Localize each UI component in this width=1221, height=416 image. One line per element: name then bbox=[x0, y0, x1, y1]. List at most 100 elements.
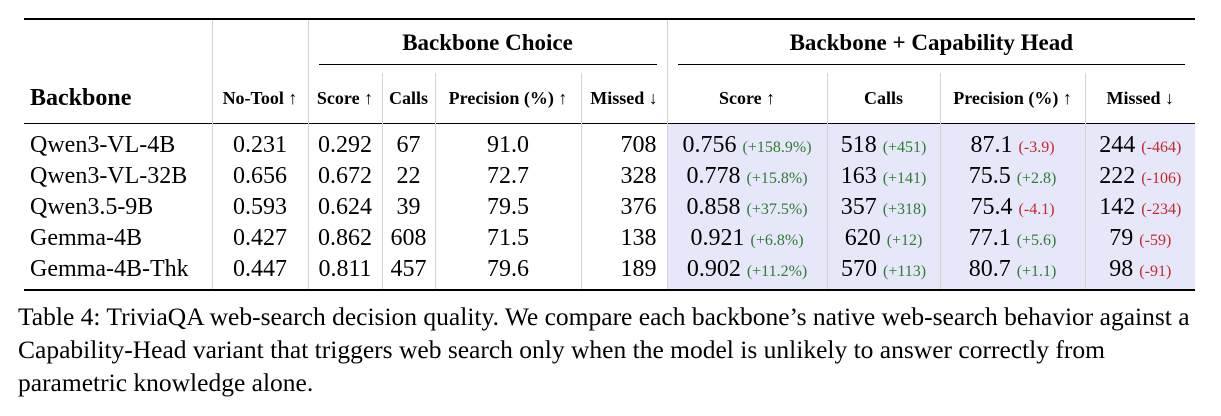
row-cap-calls-delta: (+318) bbox=[882, 201, 927, 218]
row-cap-score-delta: (+158.9%) bbox=[742, 139, 812, 156]
col-header-score: Score ↑ bbox=[307, 73, 382, 124]
col-header-cap-score: Score ↑ bbox=[666, 73, 828, 124]
row-cap-score: 0.756 (+158.9%) bbox=[666, 123, 828, 161]
row-cap-missed-value: 98 bbox=[1109, 256, 1134, 282]
row-cap-calls-delta: (+141) bbox=[882, 170, 927, 187]
row-cap-calls-value: 620 bbox=[844, 225, 881, 251]
row-cap-calls: 163 (+141) bbox=[826, 161, 941, 192]
row-backbone-name: Qwen3-VL-32B bbox=[30, 163, 188, 189]
row-cap-precision-value: 75.5 bbox=[968, 163, 1011, 189]
row-no-tool: 0.447 bbox=[211, 254, 308, 290]
row-cap-calls: 518 (+451) bbox=[826, 123, 941, 161]
capability-head-header: Backbone + Capability Head bbox=[666, 19, 1196, 73]
row-score: 0.624 bbox=[307, 192, 382, 223]
group-header-row: Backbone Choice Backbone + Capability He… bbox=[24, 19, 1196, 73]
row-cap-calls-delta: (+12) bbox=[886, 232, 923, 249]
table-row: Qwen3.5-9B 0.593 0.624 39 79.5 376 0.858 (+37.… bbox=[24, 192, 1196, 223]
col-header-backbone: Backbone bbox=[30, 84, 132, 111]
table-row: Gemma-4B-Thk 0.447 0.811 457 79.6 189 0.902 (+… bbox=[24, 254, 1196, 290]
row-cap-score-delta: (+6.8%) bbox=[750, 232, 804, 249]
row-cap-calls-value: 163 bbox=[840, 163, 877, 189]
row-score: 0.672 bbox=[307, 161, 382, 192]
row-cap-missed: 244 (-464) bbox=[1084, 123, 1196, 161]
row-cap-missed-delta: (-106) bbox=[1141, 170, 1182, 187]
row-precision: 79.5 bbox=[434, 192, 581, 223]
row-backbone-name: Gemma-4B bbox=[30, 225, 142, 251]
row-cap-score: 0.921 (+6.8%) bbox=[666, 223, 828, 254]
row-cap-precision: 75.5 (+2.8) bbox=[939, 161, 1086, 192]
row-cap-calls: 620 (+12) bbox=[826, 223, 941, 254]
row-cap-score-delta: (+15.8%) bbox=[746, 170, 808, 187]
row-backbone-name: Qwen3.5-9B bbox=[30, 194, 154, 220]
row-cap-calls-value: 357 bbox=[840, 194, 877, 220]
row-missed: 708 bbox=[580, 123, 668, 161]
row-precision: 71.5 bbox=[434, 223, 581, 254]
row-cap-score-value: 0.902 bbox=[686, 256, 741, 282]
row-missed: 376 bbox=[580, 192, 668, 223]
row-calls: 457 bbox=[381, 254, 435, 290]
col-header-precision: Precision (%) ↑ bbox=[434, 73, 581, 124]
row-calls: 22 bbox=[381, 161, 435, 192]
table-row: Qwen3-VL-4B 0.231 0.292 67 91.0 708 0.756 (+15… bbox=[24, 123, 1196, 161]
row-cap-score-delta: (+11.2%) bbox=[746, 263, 808, 280]
row-cap-missed-delta: (-234) bbox=[1141, 201, 1182, 218]
results-table: Backbone Choice Backbone + Capability He… bbox=[24, 18, 1196, 291]
row-cap-score-delta: (+37.5%) bbox=[746, 201, 808, 218]
table-body: Qwen3-VL-4B 0.231 0.292 67 91.0 708 0.756 (+15… bbox=[24, 123, 1196, 290]
col-header-missed: Missed ↓ bbox=[580, 73, 668, 124]
row-score: 0.292 bbox=[307, 123, 382, 161]
row-missed: 189 bbox=[580, 254, 668, 290]
row-cap-calls: 357 (+318) bbox=[826, 192, 941, 223]
row-no-tool: 0.427 bbox=[211, 223, 308, 254]
backbone-choice-header: Backbone Choice bbox=[307, 19, 668, 73]
row-cap-score-value: 0.778 bbox=[686, 163, 741, 189]
row-cap-score-value: 0.921 bbox=[690, 225, 745, 251]
row-calls: 67 bbox=[381, 123, 435, 161]
row-score: 0.811 bbox=[307, 254, 382, 290]
row-no-tool: 0.656 bbox=[211, 161, 308, 192]
row-cap-precision-delta: (+1.1) bbox=[1016, 263, 1057, 280]
row-no-tool: 0.593 bbox=[211, 192, 308, 223]
row-cap-calls-delta: (+113) bbox=[882, 263, 927, 280]
row-cap-precision: 75.4 (-4.1) bbox=[939, 192, 1086, 223]
row-missed: 138 bbox=[580, 223, 668, 254]
row-cap-missed: 142 (-234) bbox=[1084, 192, 1196, 223]
row-backbone-name: Gemma-4B-Thk bbox=[30, 256, 189, 282]
row-cap-precision-delta: (+5.6) bbox=[1016, 232, 1057, 249]
row-cap-missed-value: 142 bbox=[1099, 194, 1136, 220]
col-header-no-tool: No-Tool ↑ bbox=[211, 73, 308, 124]
results-table-container: Backbone Choice Backbone + Capability He… bbox=[24, 18, 1196, 291]
col-header-cap-missed: Missed ↓ bbox=[1084, 73, 1196, 124]
row-calls: 39 bbox=[381, 192, 435, 223]
column-header-row: Backbone No-Tool ↑ Score ↑ Calls Precisi… bbox=[24, 73, 1196, 124]
row-cap-precision-value: 87.1 bbox=[970, 132, 1013, 158]
row-cap-calls-delta: (+451) bbox=[882, 139, 927, 156]
row-missed: 328 bbox=[580, 161, 668, 192]
table-row: Qwen3-VL-32B 0.656 0.672 22 72.7 328 0.778 (+1… bbox=[24, 161, 1196, 192]
row-no-tool: 0.231 bbox=[211, 123, 308, 161]
row-backbone-name: Qwen3-VL-4B bbox=[30, 132, 176, 158]
row-cap-precision: 80.7 (+1.1) bbox=[939, 254, 1086, 290]
row-cap-calls-value: 518 bbox=[840, 132, 877, 158]
row-cap-score-value: 0.756 bbox=[682, 132, 737, 158]
row-cap-precision: 87.1 (-3.9) bbox=[939, 123, 1086, 161]
row-cap-missed-delta: (-91) bbox=[1139, 263, 1172, 280]
row-cap-missed-value: 244 bbox=[1099, 132, 1136, 158]
col-header-calls: Calls bbox=[381, 73, 435, 124]
col-header-cap-precision: Precision (%) ↑ bbox=[939, 73, 1086, 124]
row-cap-calls: 570 (+113) bbox=[826, 254, 941, 290]
table-caption: Table 4: TriviaQA web-search decision qu… bbox=[18, 302, 1190, 397]
row-score: 0.862 bbox=[307, 223, 382, 254]
row-cap-missed-delta: (-59) bbox=[1139, 232, 1172, 249]
row-cap-calls-value: 570 bbox=[840, 256, 877, 282]
row-cap-score: 0.902 (+11.2%) bbox=[666, 254, 828, 290]
row-precision: 79.6 bbox=[434, 254, 581, 290]
row-cap-missed-value: 79 bbox=[1109, 225, 1134, 251]
row-cap-score: 0.858 (+37.5%) bbox=[666, 192, 828, 223]
row-cap-score: 0.778 (+15.8%) bbox=[666, 161, 828, 192]
row-precision: 91.0 bbox=[434, 123, 581, 161]
row-cap-score-value: 0.858 bbox=[686, 194, 741, 220]
row-cap-precision-delta: (-3.9) bbox=[1018, 139, 1055, 156]
row-cap-precision: 77.1 (+5.6) bbox=[939, 223, 1086, 254]
row-cap-missed-value: 222 bbox=[1099, 163, 1136, 189]
